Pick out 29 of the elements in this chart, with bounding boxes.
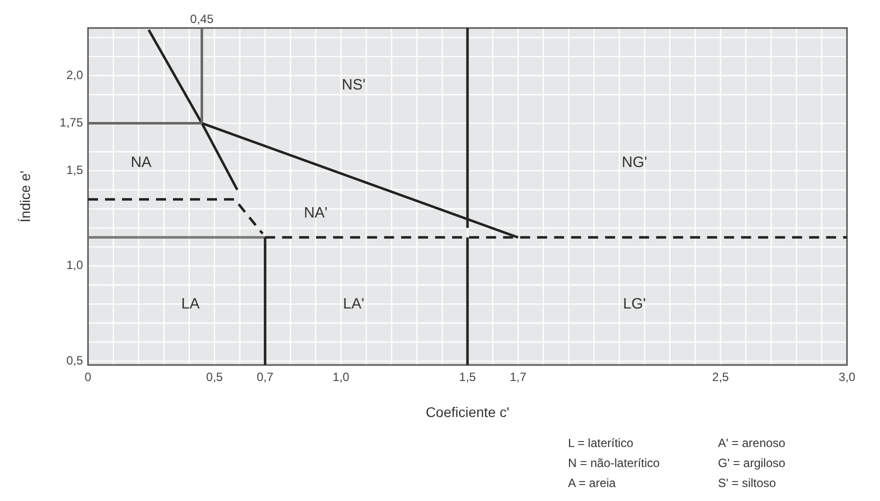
- annotation: LA: [181, 295, 200, 312]
- annotation: NA': [304, 204, 328, 222]
- annotation: NS': [342, 76, 366, 94]
- x-tick-label: 2,5: [712, 370, 730, 384]
- x-tick-label: 1,5: [459, 370, 476, 384]
- annotation: 0,45: [190, 12, 214, 26]
- annotation: NA: [130, 154, 152, 171]
- annotation: NG': [622, 154, 648, 171]
- x-tick-label: 1,0: [332, 370, 350, 384]
- text: L = laterítico: [568, 436, 634, 450]
- text: S' = siltoso: [718, 476, 776, 490]
- y-axis-title: Índice e': [17, 170, 33, 222]
- x-tick-label: 0,7: [256, 370, 274, 384]
- y-tick-label: 0,5: [66, 353, 84, 368]
- text: A' = arenoso: [718, 436, 786, 450]
- annotation: LG': [623, 295, 646, 312]
- y-tick-label: 1,0: [66, 258, 84, 272]
- x-tick-label: 1,7: [510, 370, 527, 384]
- x-tick-label: 0,5: [206, 370, 224, 384]
- y-tick-label: 1,5: [66, 162, 84, 177]
- y-tick-label: 1,75: [60, 115, 84, 130]
- x-tick-label: 3,0: [838, 370, 856, 384]
- x-tick-label: 0: [84, 370, 92, 384]
- text: N = não-laterítico: [568, 456, 660, 470]
- text: A = areia: [568, 476, 616, 490]
- y-tick-label: 2,0: [66, 68, 84, 82]
- text: G' = argiloso: [718, 456, 786, 470]
- annotation: LA': [343, 295, 364, 312]
- x-axis-title: Coeficiente c': [426, 404, 510, 420]
